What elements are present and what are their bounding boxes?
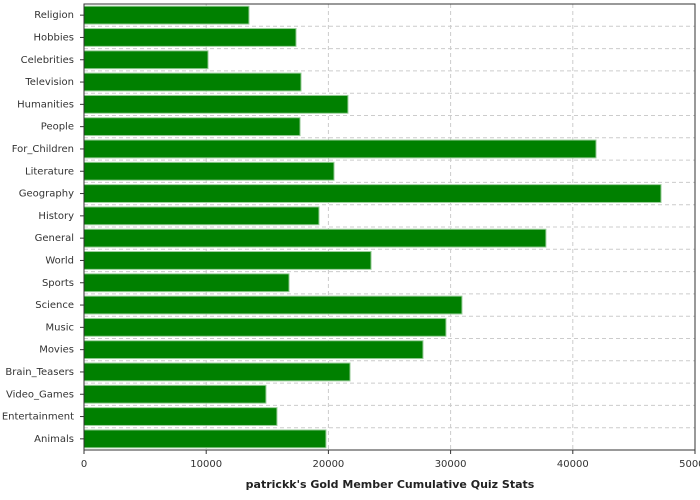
bar bbox=[83, 340, 424, 360]
bar bbox=[83, 228, 547, 248]
bar bbox=[83, 384, 267, 404]
y-tick-label: Geography bbox=[19, 189, 74, 200]
y-tick-label: Brain_Teasers bbox=[5, 367, 74, 378]
bar bbox=[83, 161, 335, 181]
y-tick-label: Literature bbox=[25, 166, 74, 177]
plot-border bbox=[83, 3, 696, 451]
y-tick-label: General bbox=[35, 233, 74, 244]
bar bbox=[83, 407, 278, 426]
y-tick-label: Animals bbox=[34, 434, 74, 445]
chart-title: patrickk's Gold Member Cumulative Quiz S… bbox=[246, 478, 535, 491]
bar bbox=[83, 117, 301, 137]
bar bbox=[83, 362, 351, 382]
bar bbox=[83, 184, 662, 203]
bar bbox=[83, 273, 290, 293]
bar bbox=[83, 72, 302, 92]
y-tick-label: Television bbox=[24, 77, 74, 88]
y-tick-label: World bbox=[45, 255, 74, 266]
y-tick-label: People bbox=[41, 122, 74, 133]
bar bbox=[83, 429, 327, 449]
y-tick-label: Video_Games bbox=[6, 389, 74, 400]
bar bbox=[83, 139, 597, 159]
x-tick-label: 0 bbox=[81, 459, 87, 470]
bar bbox=[83, 94, 349, 114]
x-tick-label: 10000 bbox=[190, 459, 222, 470]
bar bbox=[83, 251, 372, 270]
y-tick-label: For_Children bbox=[12, 144, 74, 155]
y-tick-label: History bbox=[38, 211, 74, 222]
y-tick-label: Hobbies bbox=[34, 32, 74, 43]
bar bbox=[83, 50, 209, 70]
y-tick-label: Humanities bbox=[17, 99, 74, 110]
bar bbox=[83, 206, 320, 226]
bar bbox=[83, 5, 250, 25]
y-tick-label: Religion bbox=[34, 10, 74, 21]
x-tick-label: 30000 bbox=[435, 459, 467, 470]
bar bbox=[83, 28, 297, 47]
x-tick-label: 50000 bbox=[679, 459, 700, 470]
y-tick-label: Science bbox=[35, 300, 74, 311]
bar bbox=[83, 317, 447, 337]
y-tick-label: Celebrities bbox=[21, 55, 74, 66]
y-tick-label: Movies bbox=[39, 345, 74, 356]
y-tick-label: Music bbox=[46, 322, 74, 333]
y-tick-label: Entertainment bbox=[2, 412, 74, 423]
x-tick-label: 20000 bbox=[312, 459, 344, 470]
x-tick-label: 40000 bbox=[557, 459, 589, 470]
y-tick-label: Sports bbox=[42, 278, 74, 289]
bar bbox=[83, 295, 463, 315]
